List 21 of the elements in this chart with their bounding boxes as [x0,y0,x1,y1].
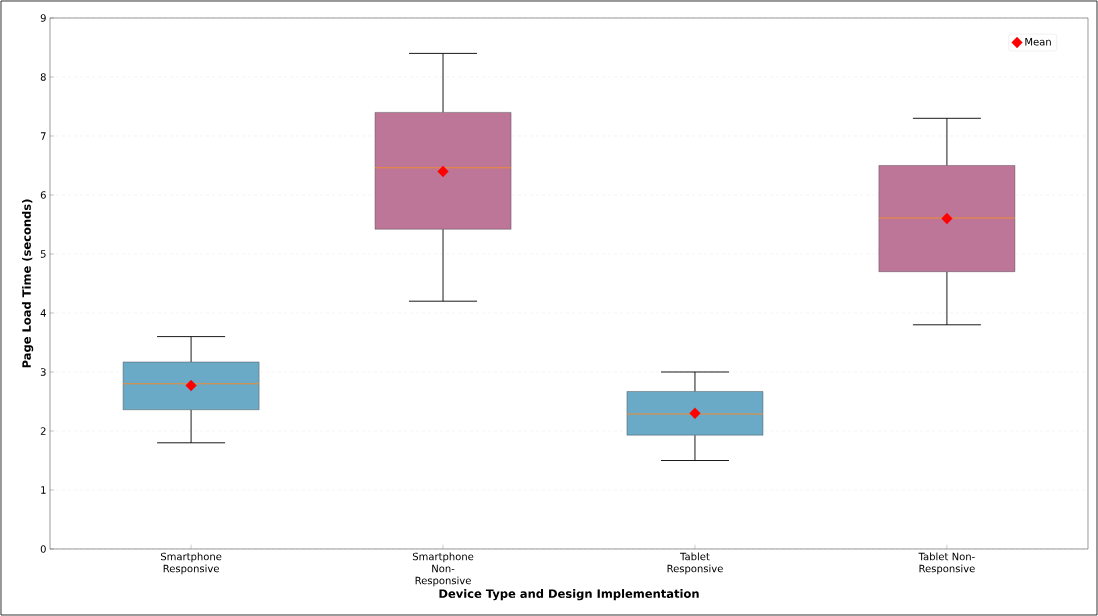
point [941,212,953,225]
x-tick-label: Smartphone Non-Responsive [412,552,474,587]
y-tick-label: 5 [40,250,46,258]
y-tick-label: 7 [40,132,46,140]
point [185,379,197,392]
y-tick-label: 3 [40,368,46,376]
x-axis-title: Device Type and Design Implementation [439,589,699,601]
y-tick-label: 0 [40,545,46,553]
y-tick-label: 1 [41,486,46,494]
y-tick-label: 6 [40,191,46,199]
legend-label: Mean [1025,38,1051,46]
x-tick-label: Tablet Non-Responsive [918,552,975,575]
y-axis-title: Page Load Time (seconds) [22,199,34,368]
point [437,165,449,178]
point [689,407,701,419]
x-tick-label: Smartphone Responsive [160,552,222,575]
y-tick-label: 2 [40,427,46,435]
y-tick-label: 4 [40,309,46,317]
y-tick-label: 8 [40,73,46,81]
x-tick-label: Tablet Responsive [667,552,723,575]
y-tick-label: 9 [40,14,46,22]
